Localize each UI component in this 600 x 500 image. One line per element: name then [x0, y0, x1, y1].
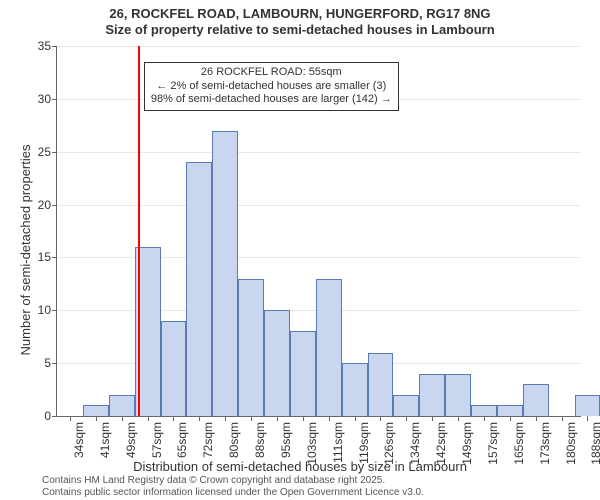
x-tick-mark	[406, 416, 407, 421]
x-tick-mark	[70, 416, 71, 421]
x-tick-label: 34sqm	[72, 422, 86, 458]
x-tick-mark	[484, 416, 485, 421]
x-tick-label: 49sqm	[124, 422, 138, 458]
x-tick-mark	[432, 416, 433, 421]
y-tick-mark	[52, 310, 57, 311]
x-tick-mark	[329, 416, 330, 421]
x-tick-label: 88sqm	[253, 422, 267, 458]
x-tick-mark	[458, 416, 459, 421]
x-tick-mark	[562, 416, 563, 421]
x-tick-mark	[536, 416, 537, 421]
histogram-bar	[393, 395, 419, 416]
y-tick-mark	[52, 363, 57, 364]
x-tick-mark	[173, 416, 174, 421]
x-tick-mark	[303, 416, 304, 421]
y-tick-mark	[52, 99, 57, 100]
y-tick-mark	[52, 257, 57, 258]
histogram-bar	[83, 405, 109, 416]
reference-line	[138, 46, 140, 416]
footer-attribution: Contains HM Land Registry data © Crown c…	[42, 475, 590, 498]
histogram-bar	[264, 310, 290, 416]
x-tick-mark	[355, 416, 356, 421]
x-tick-mark	[225, 416, 226, 421]
plot-area: 0510152025303534sqm41sqm49sqm57sqm65sqm7…	[56, 46, 581, 417]
footer-line-1: Contains HM Land Registry data © Crown c…	[42, 475, 590, 487]
histogram-bar	[342, 363, 368, 416]
y-tick-label: 0	[44, 409, 51, 423]
x-tick-mark	[122, 416, 123, 421]
x-tick-mark	[148, 416, 149, 421]
histogram-bar	[445, 374, 471, 416]
histogram-bar	[575, 395, 600, 416]
x-tick-mark	[96, 416, 97, 421]
chart-title: 26, ROCKFEL ROAD, LAMBOURN, HUNGERFORD, …	[0, 6, 600, 39]
histogram-bar	[161, 321, 187, 416]
histogram-bar	[238, 279, 264, 416]
annotation-box: 26 ROCKFEL ROAD: 55sqm ← 2% of semi-deta…	[144, 62, 399, 111]
x-tick-mark	[251, 416, 252, 421]
histogram-bar	[523, 384, 549, 416]
y-tick-label: 35	[38, 39, 51, 53]
x-tick-mark	[277, 416, 278, 421]
histogram-bar	[419, 374, 445, 416]
x-tick-mark	[587, 416, 588, 421]
x-tick-label: 95sqm	[279, 422, 293, 458]
x-tick-label: 72sqm	[201, 422, 215, 458]
y-tick-mark	[52, 416, 57, 417]
y-tick-label: 30	[38, 92, 51, 106]
x-tick-mark	[380, 416, 381, 421]
x-tick-label: 57sqm	[150, 422, 164, 458]
x-axis-label: Distribution of semi-detached houses by …	[0, 459, 600, 474]
histogram-bar	[471, 405, 497, 416]
gridline-h	[57, 205, 581, 206]
y-tick-label: 20	[38, 198, 51, 212]
gridline-h	[57, 152, 581, 153]
title-line-1: 26, ROCKFEL ROAD, LAMBOURN, HUNGERFORD, …	[0, 6, 600, 22]
x-tick-label: 119sqm	[357, 422, 371, 464]
y-tick-mark	[52, 152, 57, 153]
y-tick-label: 5	[44, 356, 51, 370]
histogram-bar	[368, 353, 394, 416]
y-tick-mark	[52, 205, 57, 206]
x-tick-label: 111sqm	[331, 422, 345, 463]
x-tick-mark	[199, 416, 200, 421]
x-tick-mark	[510, 416, 511, 421]
y-tick-label: 10	[38, 303, 51, 317]
gridline-h	[57, 46, 581, 47]
histogram-bar	[316, 279, 342, 416]
y-tick-mark	[52, 46, 57, 47]
y-axis-label: Number of semi-detached properties	[18, 145, 33, 356]
chart-container: { "title_line1": "26, ROCKFEL ROAD, LAMB…	[0, 0, 600, 500]
y-tick-label: 25	[38, 145, 51, 159]
title-line-2: Size of property relative to semi-detach…	[0, 22, 600, 38]
histogram-bar	[109, 395, 135, 416]
histogram-bar	[212, 131, 238, 416]
annotation-line-2: ← 2% of semi-detached houses are smaller…	[151, 80, 392, 94]
annotation-line-3: 98% of semi-detached houses are larger (…	[151, 93, 392, 107]
x-tick-label: 80sqm	[227, 422, 241, 458]
y-tick-label: 15	[38, 250, 51, 264]
histogram-bar	[186, 162, 212, 416]
histogram-bar	[497, 405, 523, 416]
x-tick-label: 41sqm	[98, 422, 112, 458]
x-tick-label: 65sqm	[175, 422, 189, 458]
histogram-bar	[290, 331, 316, 416]
annotation-line-1: 26 ROCKFEL ROAD: 55sqm	[151, 66, 392, 80]
footer-line-2: Contains public sector information licen…	[42, 487, 590, 499]
